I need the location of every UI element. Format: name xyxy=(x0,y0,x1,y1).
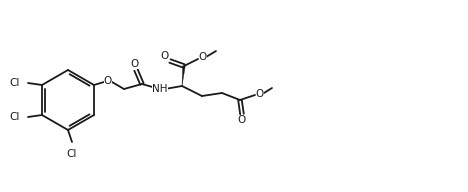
Text: NH: NH xyxy=(152,84,168,94)
Text: Cl: Cl xyxy=(10,112,20,122)
Text: O: O xyxy=(256,89,264,99)
Text: O: O xyxy=(104,76,112,86)
Text: Cl: Cl xyxy=(10,78,20,88)
Text: O: O xyxy=(238,115,246,125)
Text: Cl: Cl xyxy=(67,149,77,159)
Text: O: O xyxy=(131,59,139,69)
Text: O: O xyxy=(199,52,207,62)
Polygon shape xyxy=(182,66,185,86)
Text: O: O xyxy=(161,51,169,61)
